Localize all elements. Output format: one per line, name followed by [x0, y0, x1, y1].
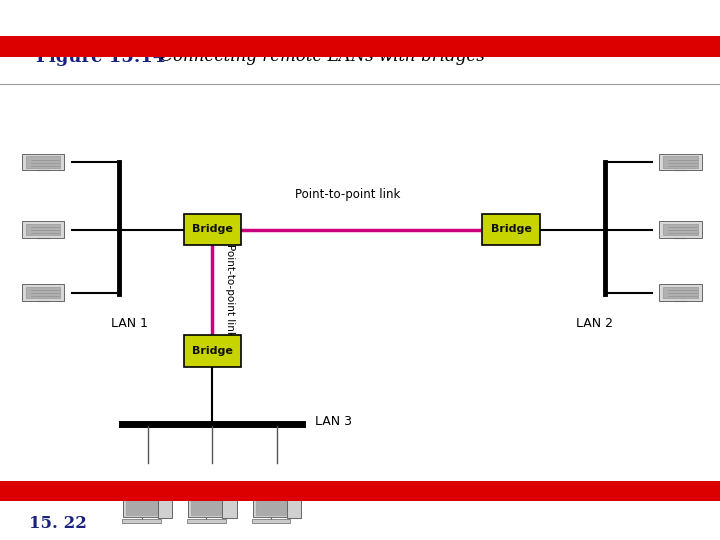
FancyBboxPatch shape — [256, 498, 287, 515]
FancyBboxPatch shape — [663, 224, 698, 235]
Text: 15. 22: 15. 22 — [29, 515, 86, 532]
Text: LAN 2: LAN 2 — [575, 317, 613, 330]
Text: LAN 3: LAN 3 — [315, 415, 352, 428]
FancyBboxPatch shape — [127, 498, 157, 515]
FancyBboxPatch shape — [252, 519, 290, 523]
FancyBboxPatch shape — [158, 494, 172, 518]
Text: Bridge: Bridge — [192, 225, 233, 234]
Text: Point-to-point link: Point-to-point link — [225, 244, 235, 337]
FancyBboxPatch shape — [482, 214, 540, 245]
FancyBboxPatch shape — [253, 496, 289, 517]
FancyBboxPatch shape — [660, 154, 701, 170]
Text: LAN 1: LAN 1 — [111, 317, 148, 330]
FancyBboxPatch shape — [123, 496, 160, 517]
FancyBboxPatch shape — [660, 285, 701, 301]
FancyBboxPatch shape — [26, 157, 60, 168]
FancyBboxPatch shape — [22, 154, 64, 170]
Text: Figure 15.14: Figure 15.14 — [36, 48, 166, 66]
FancyBboxPatch shape — [26, 224, 60, 235]
FancyBboxPatch shape — [122, 519, 161, 523]
FancyBboxPatch shape — [26, 287, 60, 299]
FancyBboxPatch shape — [22, 285, 64, 301]
FancyBboxPatch shape — [187, 519, 225, 523]
FancyBboxPatch shape — [192, 498, 222, 515]
FancyBboxPatch shape — [222, 494, 237, 518]
FancyBboxPatch shape — [22, 221, 64, 238]
Text: Bridge: Bridge — [192, 346, 233, 356]
FancyBboxPatch shape — [184, 214, 241, 245]
Text: Bridge: Bridge — [491, 225, 531, 234]
FancyBboxPatch shape — [663, 157, 698, 168]
FancyBboxPatch shape — [660, 221, 701, 238]
FancyBboxPatch shape — [184, 335, 241, 367]
FancyBboxPatch shape — [663, 287, 698, 299]
Text: Connecting remote LANs with bridges: Connecting remote LANs with bridges — [155, 48, 485, 65]
FancyBboxPatch shape — [188, 496, 225, 517]
FancyBboxPatch shape — [287, 494, 302, 518]
Text: Point-to-point link: Point-to-point link — [294, 188, 400, 201]
